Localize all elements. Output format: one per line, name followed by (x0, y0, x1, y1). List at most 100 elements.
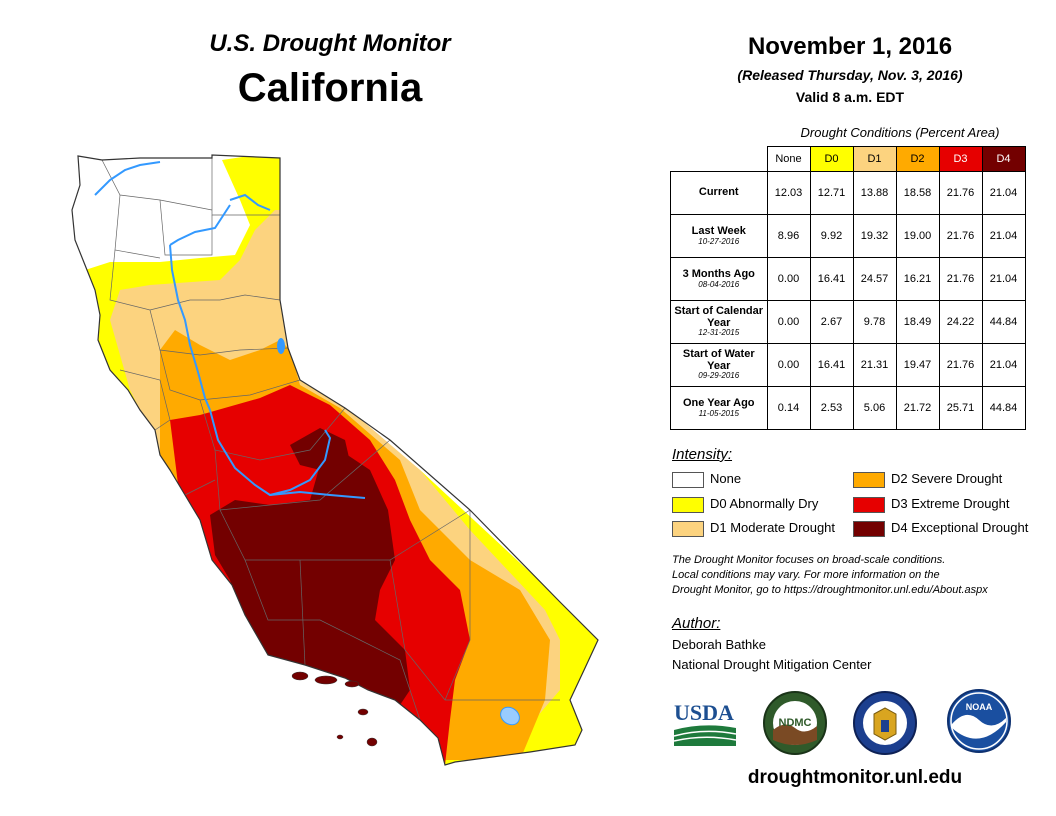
legend-item-none: None (672, 471, 742, 488)
channel-islands (291, 671, 378, 747)
legend-label: D4 Exceptional Drought (891, 520, 1029, 535)
california-outline (71, 154, 599, 766)
kings-river (269, 490, 366, 499)
cell-value: 2.53 (809, 386, 854, 430)
row-label-text: Start of Calendar Year (674, 305, 764, 329)
usda-logo-icon: USDA (673, 700, 737, 746)
lake-tahoe (277, 338, 285, 354)
note-line: The Drought Monitor focuses on broad-sca… (672, 554, 946, 566)
cell-value: 21.72 (895, 386, 940, 430)
header-d2: D2 (895, 146, 940, 172)
cell-value: 9.78 (852, 300, 897, 344)
cell-value: 16.21 (895, 257, 940, 301)
header-blank-cell (671, 147, 768, 172)
usda-logo-text: USDA (674, 700, 734, 725)
legend-swatch (672, 471, 704, 488)
author-org: National Drought Mitigation Center (672, 657, 872, 672)
cell-value: 21.76 (938, 171, 983, 215)
note-line: Drought Monitor, go to https://droughtmo… (672, 584, 988, 596)
legend-label: D2 Severe Drought (891, 471, 1003, 486)
cell-value: 21.76 (938, 257, 983, 301)
klamath-river (94, 161, 161, 196)
cell-value: 25.71 (938, 386, 983, 430)
state-title: California (237, 66, 423, 110)
cell-value: 12.03 (766, 171, 811, 215)
legend-label: D1 Moderate Drought (710, 520, 836, 535)
legend-swatch (853, 471, 885, 488)
row-label: Current (670, 171, 768, 215)
header-d3: D3 (938, 146, 983, 172)
table-row: Last Week 10-27-2016 8.96 9.92 19.32 19.0… (670, 214, 1026, 258)
table-header-row: None D0 D1 D2 D3 D4 (671, 146, 1026, 172)
cell-value: 5.06 (852, 386, 897, 430)
cell-value: 18.58 (895, 171, 940, 215)
cell-value: 21.76 (938, 214, 983, 258)
legend-swatch (853, 496, 885, 513)
cell-value: 21.31 (852, 343, 897, 387)
county-lines (101, 158, 560, 721)
row-label-text: Start of Water Year (682, 348, 755, 372)
cell-value: 21.04 (981, 214, 1026, 258)
header-d1: D1 (852, 146, 897, 172)
header-none: None (766, 146, 811, 172)
row-label: Last Week 10-27-2016 (670, 214, 768, 258)
cell-value: 21.04 (981, 171, 1026, 215)
row-date: 12-31-2015 (698, 328, 740, 338)
cell-value: 2.67 (809, 300, 854, 344)
commerce-seal-icon (853, 691, 917, 755)
cell-value: 24.57 (852, 257, 897, 301)
cell-value: 0.00 (766, 300, 811, 344)
cell-value: 21.04 (981, 343, 1026, 387)
salton-sea (500, 706, 520, 726)
cell-value: 12.71 (809, 171, 854, 215)
cell-value: 21.76 (938, 343, 983, 387)
cell-value: 44.84 (981, 386, 1026, 430)
cell-value: 21.04 (981, 257, 1026, 301)
monitor-title: U.S. Drought Monitor (209, 30, 451, 57)
cell-value: 16.41 (809, 343, 854, 387)
row-label-text: Current (698, 186, 739, 199)
header-d4: D4 (981, 146, 1026, 172)
cell-value: 8.96 (766, 214, 811, 258)
release-date: (Released Thursday, Nov. 3, 2016) (737, 67, 963, 83)
legend-label: D0 Abnormally Dry (710, 496, 819, 511)
sacramento-upper-river (169, 204, 231, 246)
legend-item-d4: D4 Exceptional Drought (853, 520, 1029, 537)
table-row: Current 12.03 12.71 13.88 18.58 21.76 21… (670, 171, 1026, 215)
cell-value: 19.32 (852, 214, 897, 258)
legend-item-d1: D1 Moderate Drought (672, 520, 836, 537)
cell-value: 19.47 (895, 343, 940, 387)
cell-value: 24.22 (938, 300, 983, 344)
table-caption: Drought Conditions (Percent Area) (800, 125, 1000, 140)
legend-item-d3: D3 Extreme Drought (853, 496, 1010, 513)
legend-swatch (672, 496, 704, 513)
header-d0: D0 (809, 146, 854, 172)
row-label: 3 Months Ago 08-04-2016 (670, 257, 768, 301)
map-date: November 1, 2016 (747, 33, 953, 60)
legend-label: None (710, 471, 742, 486)
rivers (94, 161, 366, 499)
ndmc-logo-icon: NDMC (763, 691, 827, 755)
cell-value: 44.84 (981, 300, 1026, 344)
website-url[interactable]: droughtmonitor.unl.edu (747, 767, 963, 788)
author-name: Deborah Bathke (672, 637, 766, 652)
california-drought-map (71, 154, 599, 766)
legend-swatch (853, 520, 885, 537)
legend-item-d2: D2 Severe Drought (853, 471, 1003, 488)
row-label: Start of Calendar Year 12-31-2015 (670, 300, 768, 344)
author-label: Author: (672, 615, 721, 632)
san-joaquin-river (209, 409, 332, 497)
row-label-text: Last Week (691, 225, 746, 238)
legend-swatch (672, 520, 704, 537)
legend-label: D3 Extreme Drought (891, 496, 1010, 511)
row-date: 11-05-2015 (698, 408, 739, 418)
row-date: 09-29-2016 (698, 371, 740, 381)
row-date: 08-04-2016 (698, 279, 740, 289)
row-label: Start of Water Year 09-29-2016 (670, 343, 768, 387)
table-row: 3 Months Ago 08-04-2016 0.00 16.41 24.57 … (670, 257, 1026, 301)
row-label: One Year Ago 11-05-2015 (670, 386, 768, 430)
table-row: Start of Water Year 09-29-2016 0.00 16.41… (670, 343, 1026, 387)
table-row: One Year Ago 11-05-2015 0.14 2.53 5.06 21… (670, 386, 1026, 430)
cell-value: 16.41 (809, 257, 854, 301)
cell-value: 0.00 (766, 257, 811, 301)
